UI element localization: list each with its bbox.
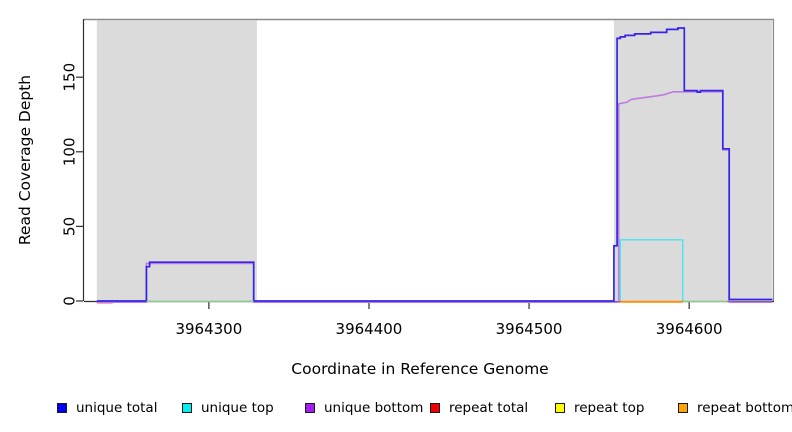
legend-item-repeat-bottom: repeat bottom: [678, 398, 792, 418]
y-tick-label: 50: [61, 217, 79, 236]
y-tick-label: 0: [61, 296, 79, 306]
x-tick-label: 3964500: [496, 320, 563, 338]
x-tick-label: 3964600: [656, 320, 723, 338]
legend-item-repeat-total: repeat total: [430, 398, 528, 418]
legend-swatch-icon: [430, 403, 440, 413]
series-unique-total: [96, 27, 773, 302]
x-tick-label: 3964400: [336, 320, 403, 338]
legend-label: repeat bottom: [697, 400, 792, 416]
y-tick-label: 150: [61, 63, 79, 92]
x-tick-label: 3964300: [175, 320, 242, 338]
coverage-plot: 3964300 3964400 3964500 3964600 0 50 100 150 Re…: [16, 18, 775, 378]
legend-swatch-icon: [182, 403, 192, 413]
legend-label: unique top: [201, 400, 274, 416]
legend-item-repeat-top: repeat top: [555, 398, 644, 418]
legend-swatch-icon: [57, 403, 67, 413]
legend: unique total unique top unique bottom repea…: [0, 398, 792, 424]
legend-item-unique-bottom: unique bottom: [305, 398, 423, 418]
plot-dynamic-layer: 3964300 3964400 3964500 3964600 0 50 100 150: [61, 18, 775, 338]
legend-swatch-icon: [305, 403, 315, 413]
y-tick-label: 100: [61, 137, 79, 166]
legend-label: repeat total: [449, 400, 529, 416]
legend-label: unique bottom: [324, 400, 424, 416]
legend-swatch-icon: [555, 403, 565, 413]
legend-item-unique-total: unique total: [57, 398, 157, 418]
x-axis-title: Coordinate in Reference Genome: [291, 360, 548, 378]
series-unique-top: [619, 239, 684, 301]
shaded-region: [96, 20, 257, 301]
legend-label: repeat top: [574, 400, 645, 416]
y-axis-title: Read Coverage Depth: [16, 75, 34, 245]
legend-swatch-icon: [678, 403, 688, 413]
legend-label: unique total: [76, 400, 158, 416]
series-unique-bottom: [96, 91, 773, 304]
shaded-region: [613, 20, 773, 301]
legend-item-unique-top: unique top: [182, 398, 274, 418]
